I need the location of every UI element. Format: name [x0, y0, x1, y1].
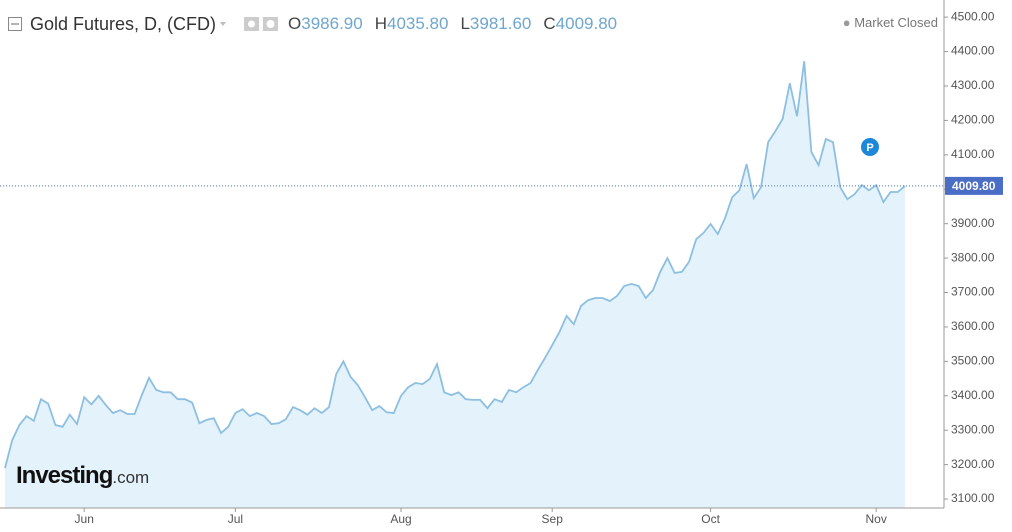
y-tick-label: 3200.00: [951, 457, 995, 471]
y-tick-label: 3900.00: [951, 216, 995, 230]
ohlc-key: H: [374, 14, 387, 33]
y-tick-label: 4100.00: [951, 147, 995, 161]
logo-main: Investing: [16, 462, 113, 489]
area-fill: [5, 61, 905, 508]
logo: Investing.com: [16, 462, 149, 490]
badge-label: P: [866, 142, 873, 154]
ohlc-key: L: [460, 14, 470, 33]
badge: [861, 138, 879, 156]
ohlc-key: C: [543, 14, 556, 33]
logo-suffix: .com: [112, 468, 150, 487]
chart-title: Gold Futures, D, (CFD): [30, 13, 217, 34]
y-tick-label: 4400.00: [951, 44, 995, 58]
y-tick-label: 3600.00: [951, 319, 995, 333]
ohlc-value: 4035.80: [387, 14, 449, 33]
collapse-icon[interactable]: [8, 17, 22, 31]
y-tick-label: 4500.00: [951, 9, 995, 23]
header: Gold Futures, D, (CFD) O 3986.90 H 4035.80…: [8, 12, 618, 36]
ohlc-value: 4009.80: [555, 14, 618, 33]
y-tick-label: 4200.00: [951, 113, 995, 127]
dropdown-icons[interactable]: [216, 17, 244, 31]
y-tick-label: 3400.00: [951, 388, 995, 402]
last-price-box: [945, 176, 1003, 195]
ohlc-key: O: [288, 14, 302, 33]
x-tick-label: Jun: [75, 512, 94, 526]
y-tick-label: 3100.00: [951, 491, 995, 505]
ohlc-value: 3986.90: [301, 14, 363, 33]
y-tick-label: 3500.00: [951, 354, 995, 368]
y-tick-label: 3800.00: [951, 250, 995, 264]
price-line: [4, 61, 906, 469]
x-tick-label: Jul: [228, 512, 243, 526]
x-tick-label: Nov: [866, 512, 887, 526]
y-tick-label: 4300.00: [951, 78, 995, 92]
market-status-text: Market Closed: [854, 15, 938, 30]
x-tick-label: Aug: [390, 512, 411, 526]
y-tick-label: 3300.00: [951, 422, 995, 436]
ohlc-value: 3981.60: [469, 14, 532, 33]
market-status: ● Market Closed: [842, 15, 938, 30]
visibility-icons[interactable]: [244, 15, 284, 33]
x-tick-label: Sep: [542, 512, 564, 526]
y-tick-label: 3700.00: [951, 285, 995, 299]
x-tick-label: Oct: [701, 512, 720, 526]
last-price-label: 4009.80: [952, 179, 996, 193]
